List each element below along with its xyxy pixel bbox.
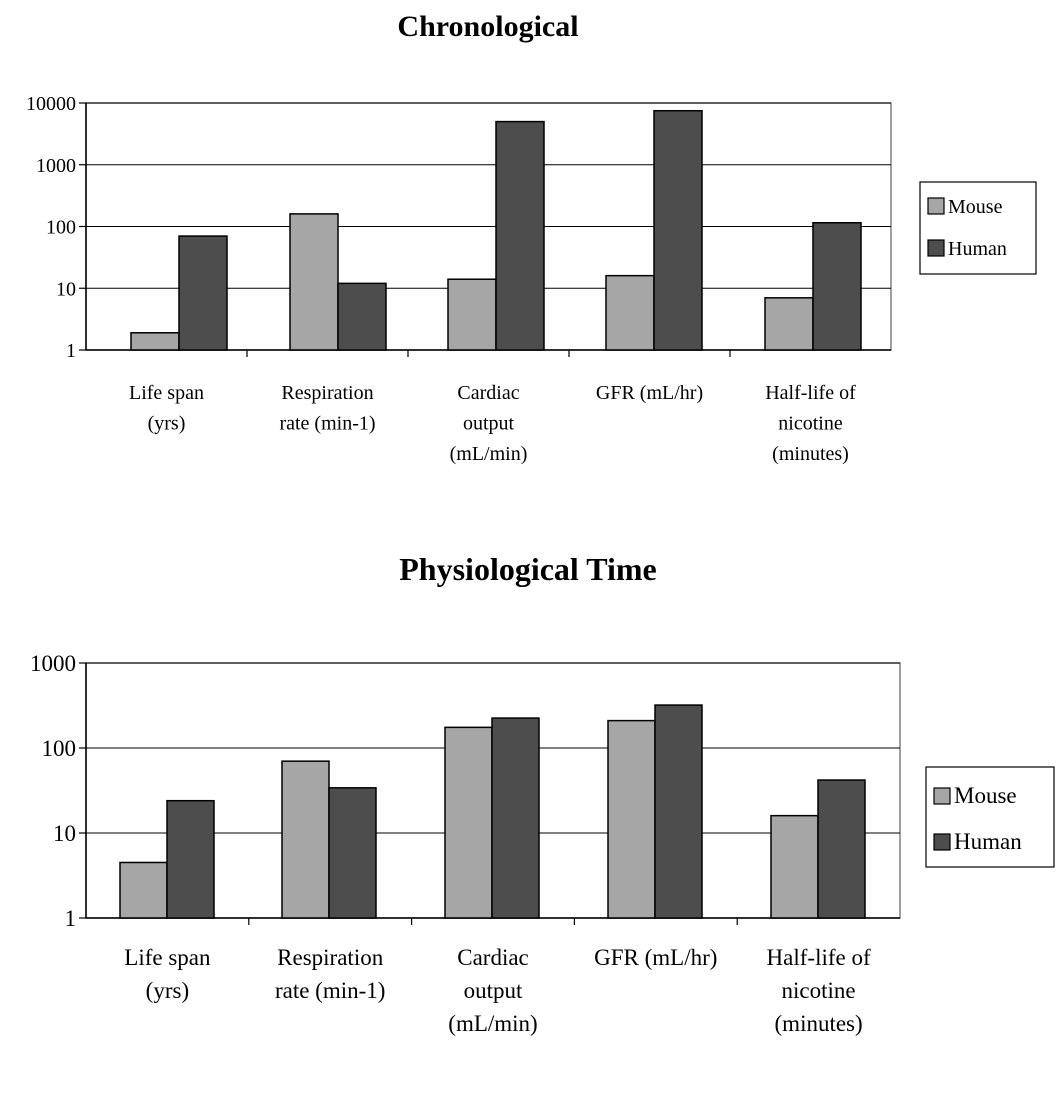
bar-mouse-3 bbox=[605, 274, 655, 351]
x-category-label-line: (minutes) bbox=[775, 1011, 863, 1036]
x-category-label-line: (minutes) bbox=[772, 443, 849, 465]
x-category-label: Respiration rate (min-1) bbox=[275, 945, 385, 1003]
x-category-label-line: Life span bbox=[124, 945, 211, 970]
bar-mouse-2 bbox=[447, 278, 497, 351]
x-category-label: Half-life of nicotine (minutes) bbox=[767, 945, 871, 1036]
bar-human-3 bbox=[653, 109, 703, 351]
legend-swatch-human bbox=[927, 239, 945, 257]
x-category-label: GFR (mL/hr) bbox=[596, 382, 703, 404]
x-category-label-line: Cardiac bbox=[457, 382, 519, 404]
bar-human-0 bbox=[166, 799, 215, 919]
x-category-label-line: Cardiac bbox=[457, 945, 529, 970]
x-category-label-line: output bbox=[463, 413, 515, 435]
x-category-label-line: output bbox=[464, 978, 523, 1003]
bar-human-1 bbox=[328, 787, 377, 919]
x-category-label: Cardiac output (mL/min) bbox=[450, 382, 528, 465]
x-category-label: Life span (yrs) bbox=[129, 382, 204, 435]
chronological-chart: Chronological 1 10 100 1000 10000 Life span (yr… bbox=[26, 10, 1037, 465]
x-category-label-line: (mL/min) bbox=[450, 443, 528, 465]
legend-swatch-mouse bbox=[933, 787, 951, 805]
bar-human-4 bbox=[817, 779, 866, 919]
chart-title: Chronological bbox=[397, 10, 578, 43]
y-tick-label: 100 bbox=[42, 736, 77, 761]
x-category-label-line: nicotine bbox=[778, 413, 843, 435]
x-category-label-line: Respiration bbox=[277, 945, 384, 970]
x-category-label-line: GFR (mL/hr) bbox=[596, 382, 703, 404]
y-tick-label: 1 bbox=[66, 340, 76, 362]
y-tick-label: 10 bbox=[53, 821, 76, 846]
bar-mouse-1 bbox=[281, 760, 330, 919]
bar-human-2 bbox=[491, 717, 540, 919]
y-tick-label: 1 bbox=[65, 906, 77, 931]
y-tick-label: 10 bbox=[56, 278, 76, 300]
bar-mouse-4 bbox=[770, 814, 819, 919]
y-tick-label: 1000 bbox=[36, 155, 76, 177]
legend-label-mouse: Mouse bbox=[954, 783, 1017, 808]
x-category-label-line: nicotine bbox=[782, 978, 856, 1003]
y-tick-label: 10000 bbox=[26, 93, 76, 115]
x-category-label: Respiration rate (min-1) bbox=[279, 382, 375, 435]
legend-label-human: Human bbox=[948, 238, 1007, 260]
x-category-label-line: (yrs) bbox=[148, 413, 186, 435]
legend-swatch-mouse bbox=[927, 197, 945, 215]
bar-mouse-2 bbox=[444, 726, 493, 919]
x-category-label-line: (yrs) bbox=[146, 978, 189, 1003]
bar-human-3 bbox=[654, 704, 703, 919]
bar-mouse-0 bbox=[130, 332, 180, 351]
bar-human-0 bbox=[178, 235, 228, 351]
bar-mouse-4 bbox=[764, 297, 814, 351]
x-category-label-line: Respiration bbox=[281, 382, 373, 404]
chart-title: Physiological Time bbox=[399, 551, 657, 587]
x-category-label-line: Life span bbox=[129, 382, 204, 404]
legend-box bbox=[919, 181, 1037, 275]
x-category-label-line: Half-life of bbox=[765, 382, 856, 404]
legend-swatch-human bbox=[933, 833, 951, 851]
bar-human-4 bbox=[812, 222, 862, 351]
x-category-label-line: GFR (mL/hr) bbox=[594, 945, 717, 970]
x-category-label: Cardiac output (mL/min) bbox=[448, 945, 537, 1036]
x-category-label: GFR (mL/hr) bbox=[594, 945, 717, 970]
x-category-label-line: rate (min-1) bbox=[279, 413, 375, 435]
bar-human-1 bbox=[337, 282, 387, 351]
x-category-label-line: Half-life of bbox=[767, 945, 871, 970]
bar-mouse-1 bbox=[289, 213, 339, 351]
y-tick-label: 100 bbox=[46, 217, 76, 239]
x-category-label-line: (mL/min) bbox=[448, 1011, 537, 1036]
y-tick-label: 1000 bbox=[30, 651, 76, 676]
bar-mouse-0 bbox=[119, 861, 168, 919]
physiological-time-chart: Physiological Time 1 10 100 1000 Life span (yr… bbox=[30, 551, 1055, 1036]
legend-label-mouse: Mouse bbox=[948, 196, 1003, 218]
x-category-label-line: rate (min-1) bbox=[275, 978, 385, 1003]
bar-mouse-3 bbox=[607, 719, 656, 919]
x-category-label: Half-life of nicotine (minutes) bbox=[765, 382, 856, 465]
legend-label-human: Human bbox=[954, 829, 1022, 854]
bar-human-2 bbox=[495, 120, 545, 351]
x-category-label: Life span (yrs) bbox=[124, 945, 211, 1003]
